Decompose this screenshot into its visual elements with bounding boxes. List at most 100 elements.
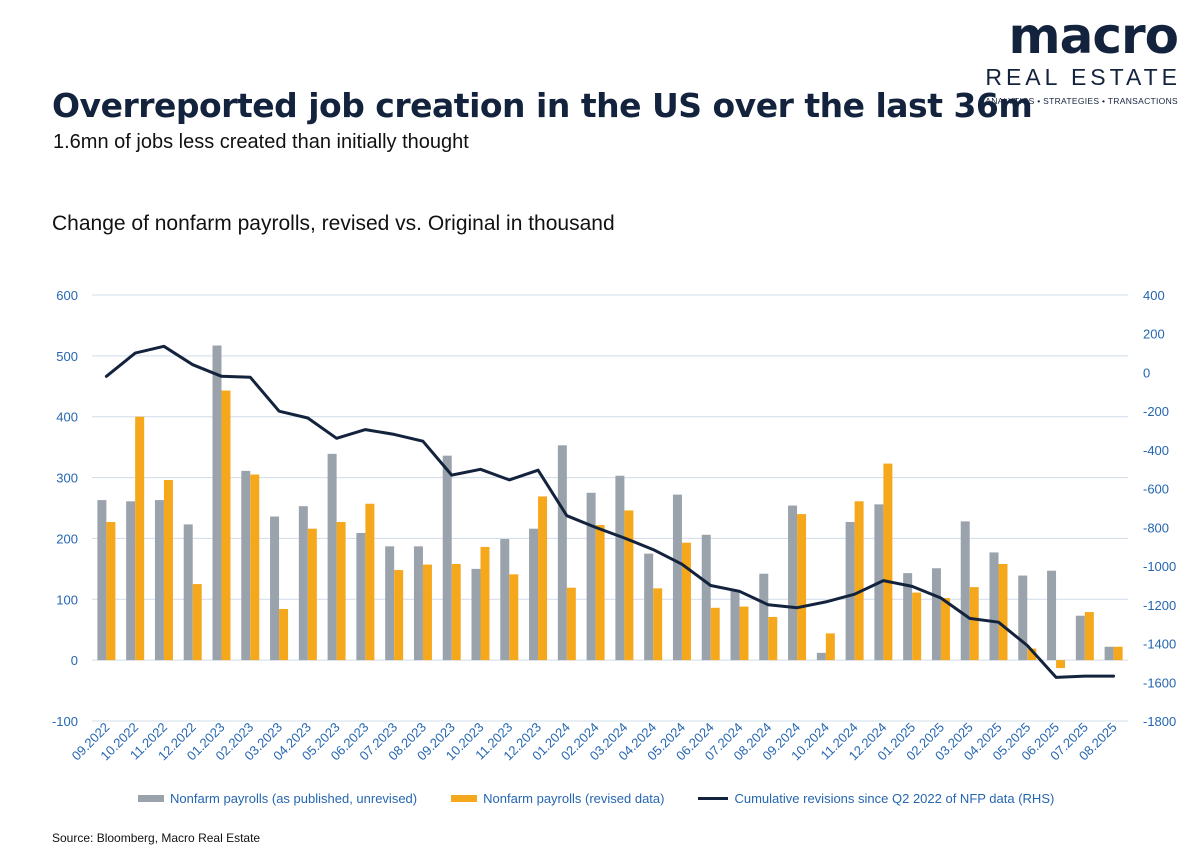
legend-item-unrevised: Nonfarm payrolls (as published, unrevise… [138, 791, 417, 806]
bar-unrevised-06.2023 [356, 532, 366, 661]
y-right-tick-label: -1800 [1143, 714, 1176, 729]
bar-revised-02.2025 [940, 598, 950, 661]
bar-revised-09.2024 [797, 514, 807, 661]
bar-unrevised-01.2024 [557, 445, 567, 661]
source-note: Source: Bloomberg, Macro Real Estate [52, 831, 261, 845]
bar-unrevised-08.2023 [413, 546, 423, 661]
line-cumulative-revisions [104, 344, 1116, 679]
bar-revised-10.2024 [825, 633, 835, 661]
chart-heading: Change of nonfarm payrolls, revised vs. … [52, 212, 615, 235]
bar-unrevised-05.2023 [327, 453, 337, 661]
bar-revised-09.2022 [106, 521, 116, 661]
y-left-tick-label: -100 [52, 714, 78, 729]
bar-revised-06.2024 [710, 607, 720, 661]
legend-swatch-unrevised [138, 795, 164, 802]
y-right-tick-label: -800 [1143, 520, 1169, 535]
bar-revised-05.2025 [1027, 648, 1037, 661]
bar-unrevised-03.2023 [270, 516, 280, 661]
bar-unrevised-04.2023 [298, 506, 308, 661]
legend-swatch-cumulative [698, 797, 729, 800]
y-left-tick-label: 600 [56, 288, 78, 303]
bar-revised-10.2023 [480, 546, 490, 661]
bar-unrevised-02.2023 [241, 470, 251, 661]
bar-revised-08.2023 [422, 564, 432, 661]
bar-revised-05.2024 [681, 542, 691, 661]
logo-wordmark: macro [1008, 7, 1180, 65]
legend-swatch-revised [451, 795, 478, 802]
bar-revised-07.2023 [394, 570, 404, 661]
bar-unrevised-04.2025 [989, 552, 999, 661]
bar-unrevised-10.2023 [471, 568, 481, 661]
bar-unrevised-07.2025 [1075, 615, 1085, 661]
bar-revised-11.2024 [854, 501, 864, 661]
y-left-tick-label: 500 [56, 349, 78, 364]
bar-revised-03.2023 [279, 609, 289, 661]
y-left-tick-label: 300 [56, 471, 78, 486]
y-left-tick-label: 0 [71, 653, 78, 668]
bar-revised-01.2023 [221, 390, 231, 661]
bar-revised-01.2025 [912, 592, 922, 661]
bar-revised-04.2024 [653, 588, 663, 661]
bar-revised-11.2023 [509, 574, 519, 661]
chart-legend: Nonfarm payrolls (as published, unrevise… [138, 791, 1088, 806]
logo-tagline: ANALYTICS • STRATEGIES • TRANSACTIONS [985, 96, 1178, 106]
bar-unrevised-06.2024 [701, 534, 711, 661]
bar-unrevised-09.2024 [788, 505, 798, 661]
bar-revised-05.2023 [336, 521, 346, 661]
y-right-tick-label: -1600 [1143, 675, 1176, 690]
bar-revised-11.2022 [163, 480, 173, 661]
chart-subtitle: 1.6mn of jobs less created than initiall… [53, 131, 469, 153]
bar-revised-01.2024 [566, 587, 576, 661]
bar-revised-12.2023 [538, 496, 548, 661]
y-right-tick-label: -1000 [1143, 559, 1176, 574]
brand-logo: macro REAL ESTATE ANALYTICS • STRATEGIES… [978, 7, 1181, 106]
y-right-tick-label: -1400 [1143, 637, 1176, 652]
bar-unrevised-10.2024 [816, 652, 826, 661]
y-left-tick-label: 200 [56, 531, 78, 546]
bar-revised-07.2024 [739, 606, 749, 661]
bar-unrevised-10.2022 [126, 501, 136, 661]
legend-label-revised: Nonfarm payrolls (revised data) [483, 791, 665, 806]
bar-unrevised-04.2024 [644, 553, 654, 661]
y-left-tick-label: 100 [56, 592, 78, 607]
legend-label-unrevised: Nonfarm payrolls (as published, unrevise… [170, 791, 418, 806]
bar-revised-12.2024 [883, 463, 893, 661]
bar-unrevised-05.2024 [672, 494, 682, 661]
bar-unrevised-09.2023 [442, 455, 452, 661]
bar-unrevised-07.2023 [385, 546, 395, 661]
y-right-tick-label: -600 [1143, 482, 1169, 497]
y-right-tick-label: -1200 [1143, 598, 1176, 613]
bar-revised-10.2022 [135, 416, 145, 661]
y-left-tick-label: 400 [56, 410, 78, 425]
legend-item-cumulative: Cumulative revisions since Q2 2022 of NF… [698, 791, 1054, 806]
y-right-tick-label: -200 [1143, 404, 1169, 419]
bar-revised-07.2025 [1084, 612, 1094, 661]
bar-unrevised-07.2024 [730, 590, 740, 661]
bar-unrevised-06.2025 [1047, 570, 1057, 661]
bar-unrevised-11.2024 [845, 521, 855, 661]
bar-revised-02.2023 [250, 474, 260, 661]
bar-unrevised-11.2022 [154, 500, 164, 661]
bar-revised-04.2023 [307, 528, 317, 661]
y-right-tick-label: -400 [1143, 443, 1169, 458]
y-right-tick-label: 400 [1143, 288, 1165, 303]
y-right-tick-label: 200 [1143, 327, 1165, 342]
bar-revised-09.2023 [451, 563, 461, 661]
bar-unrevised-05.2025 [1018, 575, 1028, 661]
bar-unrevised-08.2025 [1104, 646, 1114, 661]
bar-unrevised-03.2025 [960, 521, 970, 661]
bar-unrevised-08.2024 [759, 573, 769, 661]
legend-label-cumulative: Cumulative revisions since Q2 2022 of NF… [734, 791, 1055, 806]
bar-revised-03.2025 [969, 587, 979, 661]
y-right-tick-label: 0 [1143, 365, 1150, 380]
bar-unrevised-01.2023 [212, 345, 222, 661]
bar-unrevised-02.2024 [586, 492, 596, 661]
bar-unrevised-09.2022 [97, 500, 107, 661]
bar-unrevised-12.2022 [183, 524, 193, 661]
logo-subtitle: REAL ESTATE [985, 64, 1181, 90]
bar-unrevised-12.2023 [529, 528, 539, 661]
bar-revised-08.2024 [768, 616, 778, 661]
bar-revised-08.2025 [1113, 646, 1123, 661]
legend-item-revised: Nonfarm payrolls (revised data) [451, 791, 664, 806]
